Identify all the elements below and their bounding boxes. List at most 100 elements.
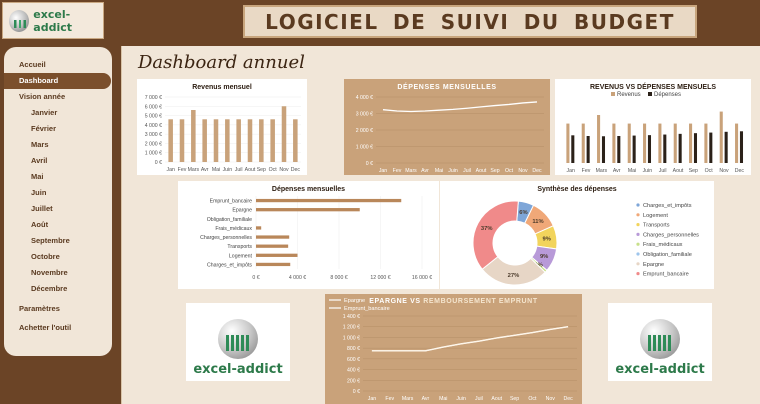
bar: [709, 132, 713, 163]
chart-title: DÉPENSES MENSUELLES: [397, 84, 497, 91]
series-line: [371, 326, 569, 352]
y-tick-label: 0 €: [353, 389, 360, 395]
depenses-line-chart: 0 € 1 000 € 2 000 € 3 000 € 4 000 € Jan Fev Mar…: [356, 95, 544, 174]
sidebar-item-accueil[interactable]: Accueil: [19, 60, 46, 69]
x-tick-label: Sep: [510, 396, 519, 402]
y-tick-label: 5 000 €: [145, 114, 162, 120]
sidebar-item-vision-année[interactable]: Vision année: [19, 92, 66, 101]
sidebar-item-octobre[interactable]: Octobre: [31, 252, 60, 261]
excel-addict-logo-left: excel-addict: [186, 303, 290, 381]
x-tick-label: Mars: [188, 167, 200, 173]
x-tick-label: Aout: [476, 168, 487, 174]
y-tick-label: Epargne: [232, 208, 252, 214]
x-tick-label: Dec: [532, 168, 542, 174]
bar: [724, 131, 728, 163]
bar: [256, 235, 290, 239]
bar: [658, 123, 662, 163]
legend-swatch: [611, 92, 615, 96]
x-tick-label: Sep: [689, 168, 698, 174]
page-title: Dashboard annuel: [138, 52, 305, 73]
sidebar-item-septembre[interactable]: Septembre: [31, 236, 70, 245]
sidebar-item-dashboard[interactable]: Dashboard: [4, 73, 111, 89]
app-title: LOGICIEL DE SUIVI DU BUDGET: [265, 9, 675, 34]
x-tick-label: 4 000 €: [289, 275, 306, 281]
legend-label: Frais_médicaux: [643, 242, 683, 248]
legend-swatch: [636, 223, 640, 227]
sidebar-item-août[interactable]: Août: [31, 220, 49, 229]
x-tick-label: Nov: [279, 167, 289, 173]
bar: [236, 119, 241, 162]
sidebar-item-avril[interactable]: Avril: [31, 156, 48, 165]
legend-swatch: [636, 242, 640, 246]
legend-label: Dépenses: [654, 92, 681, 98]
x-tick-label: Oct: [528, 396, 537, 402]
y-tick-label: Logement: [229, 253, 253, 259]
x-tick-label: Avr: [201, 167, 209, 173]
x-tick-label: Jan: [566, 168, 574, 174]
app-logo: excel-addict: [2, 2, 104, 39]
y-tick-label: 4 000 €: [356, 95, 373, 101]
sidebar-item-décembre[interactable]: Décembre: [31, 284, 68, 293]
x-tick-label: 12 000 €: [370, 275, 390, 281]
y-tick-label: Charges_personnelles: [200, 235, 252, 241]
sidebar-item-mai[interactable]: Mai: [31, 172, 44, 181]
card-epargne-vs-emprunt: EPARGNE VS REMBOURSEMENT EMPRUNT 0 € 200 …: [325, 294, 582, 404]
bar: [693, 133, 698, 163]
x-tick-label: Aout: [491, 396, 502, 402]
legend-label: Charges_et_impôts: [643, 203, 692, 209]
x-tick-label: 8 000 €: [330, 275, 347, 281]
y-tick-label: 400 €: [347, 368, 360, 374]
bar: [617, 136, 621, 163]
sidebar-item-février[interactable]: Février: [31, 124, 57, 133]
x-tick-label: Mars: [402, 396, 414, 402]
sidebar-item-novembre[interactable]: Novembre: [31, 268, 68, 277]
x-tick-label: Mars: [405, 168, 417, 174]
bar: [647, 135, 652, 163]
bar: [571, 135, 575, 163]
bar: [256, 198, 402, 203]
x-tick-label: Juil: [475, 396, 483, 402]
x-tick-label: Aout: [673, 168, 684, 174]
x-tick-label: Fev: [393, 168, 402, 174]
y-tick-label: 1 000 €: [343, 335, 360, 341]
card-revenus-vs-depenses: REVENUS VS DÉPENSES MENSUELS Revenus Dépe…: [555, 79, 751, 175]
sidebar-item-juillet[interactable]: Juillet: [31, 204, 53, 213]
bar: [627, 123, 631, 163]
sidebar-item-janvier[interactable]: Janvier: [31, 108, 58, 117]
bar: [566, 123, 570, 163]
y-tick-label: 3 000 €: [356, 112, 373, 118]
bar: [581, 123, 585, 163]
revenus-vs-depenses-chart: Revenus Dépenses Jan Fev Mars Avr Mai Juin Juil A…: [566, 92, 744, 174]
legend-label: Obligation_familiale: [643, 252, 692, 258]
x-tick-label: Juil: [235, 167, 243, 173]
sidebar-item-juin[interactable]: Juin: [31, 188, 47, 197]
y-tick-label: 1 000 €: [356, 145, 373, 151]
sidebar-item-paramètres[interactable]: Paramètres: [19, 304, 60, 313]
data-label: 27%: [508, 273, 520, 279]
bar: [735, 123, 739, 163]
synthese-donut-chart: 6%11%9%9%1%27%37%Charges_et_impôtsLogeme…: [472, 200, 699, 286]
x-tick-label: Jan: [368, 396, 376, 402]
card-revenus-mensuel: Revenus mensuel 0 € 1 000 € 2 000 € 3 000 €…: [137, 79, 307, 175]
y-tick-label: 0 €: [366, 161, 373, 167]
sidebar-item-achetter-l-outil[interactable]: Achetter l'outil: [19, 323, 72, 332]
sidebar-item-mars[interactable]: Mars: [31, 140, 49, 149]
bar: [191, 110, 196, 162]
x-tick-label: Jan: [166, 167, 174, 173]
bar: [256, 244, 289, 248]
x-tick-label: Juil: [463, 168, 471, 174]
x-tick-label: Juin: [448, 168, 458, 174]
y-tick-label: 600 €: [347, 357, 360, 363]
legend-label: Transports: [643, 223, 670, 229]
x-tick-label: Nov: [546, 396, 556, 402]
series-line: [371, 326, 569, 352]
x-tick-label: Sep: [257, 167, 266, 173]
card-depenses-mensuelles: DÉPENSES MENSUELLES 0 € 1 000 € 2 000 € 3 0…: [344, 79, 550, 175]
x-tick-label: Aout: [245, 167, 256, 173]
x-tick-label: Fev: [178, 167, 187, 173]
y-tick-label: Obligation_familiale: [207, 217, 252, 223]
bar: [168, 119, 173, 162]
legend-label: Revenus: [617, 92, 641, 98]
x-tick-label: Nov: [518, 168, 528, 174]
donut-slice: [472, 200, 519, 270]
